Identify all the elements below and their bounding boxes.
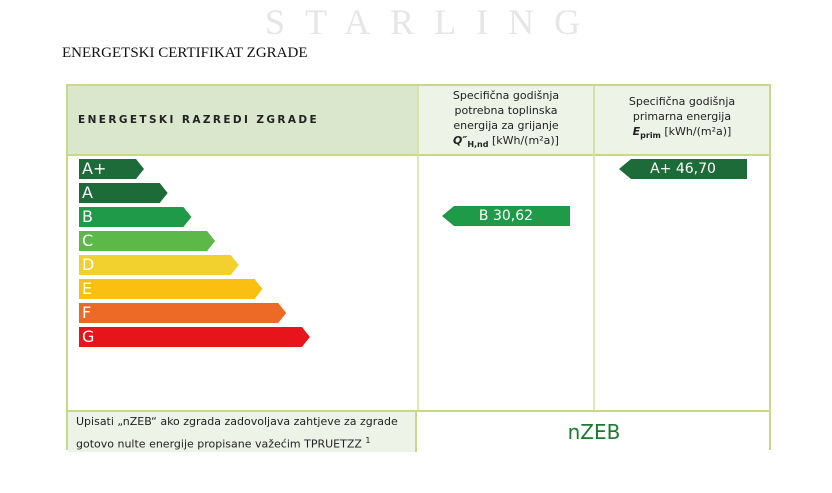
starling-watermark: STARLING [265,2,601,42]
header-energy-classes: ENERGETSKI RAZREDI ZGRADE [68,86,419,156]
header-line: Specifična godišnja [452,89,560,102]
energy-class-bar-f: F [79,303,286,323]
energy-certificate-table: ENERGETSKI RAZREDI ZGRADE Specifična god… [66,84,771,452]
nzeb-text-line: gotovo nulte energije propisane važećim … [76,436,371,451]
primary-class-indicator: A+ 46,70 [619,159,747,179]
nzeb-text-line: Upisati „nZEB“ ako zgrada zadovoljava za… [76,415,398,428]
energy-class-bar-e: E [79,279,263,299]
header-heating-energy: Specifična godišnja potrebna toplinska e… [419,86,595,156]
energy-class-bar-a-plus: A+ [79,159,144,179]
energy-class-bar-b: B [79,207,191,227]
classes-column: A+ A B C D E F G [68,156,419,412]
heating-column: B 30,62 [419,156,595,412]
primary-column: A+ 46,70 [595,156,769,412]
header-line: energija za grijanje [453,119,559,132]
header-line: Specifična godišnja [628,95,736,108]
energy-class-bar-d: D [79,255,239,275]
energy-class-bar-a: A [79,183,168,203]
header-formula: Q″H,nd [kWh/(m²a)] [453,134,559,150]
nzeb-row: Upisati „nZEB“ ako zgrada zadovoljava za… [68,410,769,452]
header-primary-energy: Specifična godišnja primarna energija Ep… [595,86,769,156]
header-line: primarna energija [632,110,732,123]
header-line: potrebna toplinska [454,104,558,117]
document-title: ENERGETSKI CERTIFIKAT ZGRADE [62,45,308,61]
nzeb-description: Upisati „nZEB“ ako zgrada zadovoljava za… [68,412,417,452]
nzeb-value: nZEB [567,420,621,444]
energy-class-bar-c: C [79,231,215,251]
heating-class-indicator: B 30,62 [442,206,570,226]
header-energy-classes-label: ENERGETSKI RAZREDI ZGRADE [78,114,320,126]
energy-class-bar-g: G [79,327,310,347]
header-formula: Eprim [kWh/(m²a)] [632,125,732,141]
